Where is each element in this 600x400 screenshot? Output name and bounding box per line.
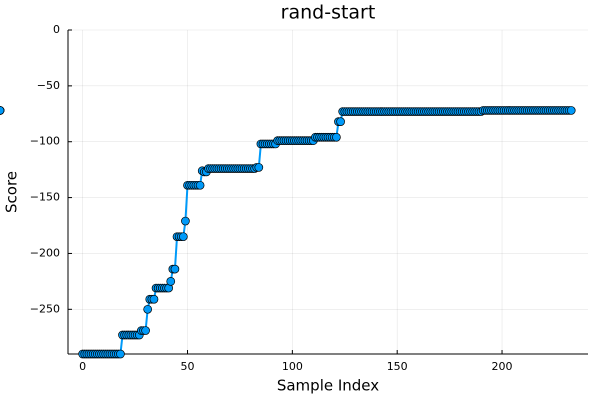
y-axis-label: Score xyxy=(3,171,21,213)
marker xyxy=(166,277,176,286)
marker xyxy=(0,106,5,115)
x-tick-label: 50 xyxy=(181,360,195,373)
marker xyxy=(254,163,264,172)
y-tick-label: 0 xyxy=(53,23,60,36)
marker xyxy=(566,106,576,115)
y-tick-label: −150 xyxy=(30,191,60,204)
y-tick-label: −50 xyxy=(37,79,60,92)
y-tick-label: −250 xyxy=(30,302,60,315)
x-tick-label: 0 xyxy=(79,360,86,373)
chart-title: rand-start xyxy=(281,2,376,24)
marker xyxy=(143,304,153,314)
marker xyxy=(141,326,150,335)
marker xyxy=(178,232,188,242)
marker xyxy=(336,117,345,126)
marker xyxy=(332,132,341,142)
x-tick-label: 100 xyxy=(282,360,303,373)
x-axis-label: Sample Index xyxy=(277,377,379,395)
marker xyxy=(170,264,180,274)
y-tick-label: −200 xyxy=(30,246,60,259)
marker xyxy=(116,349,125,359)
marker xyxy=(149,294,159,304)
marker xyxy=(195,180,205,190)
x-tick-label: 150 xyxy=(387,360,408,373)
series-line xyxy=(82,109,572,355)
x-tick-label: 200 xyxy=(492,360,513,373)
marker xyxy=(181,216,190,226)
y-tick-label: −100 xyxy=(30,135,60,148)
